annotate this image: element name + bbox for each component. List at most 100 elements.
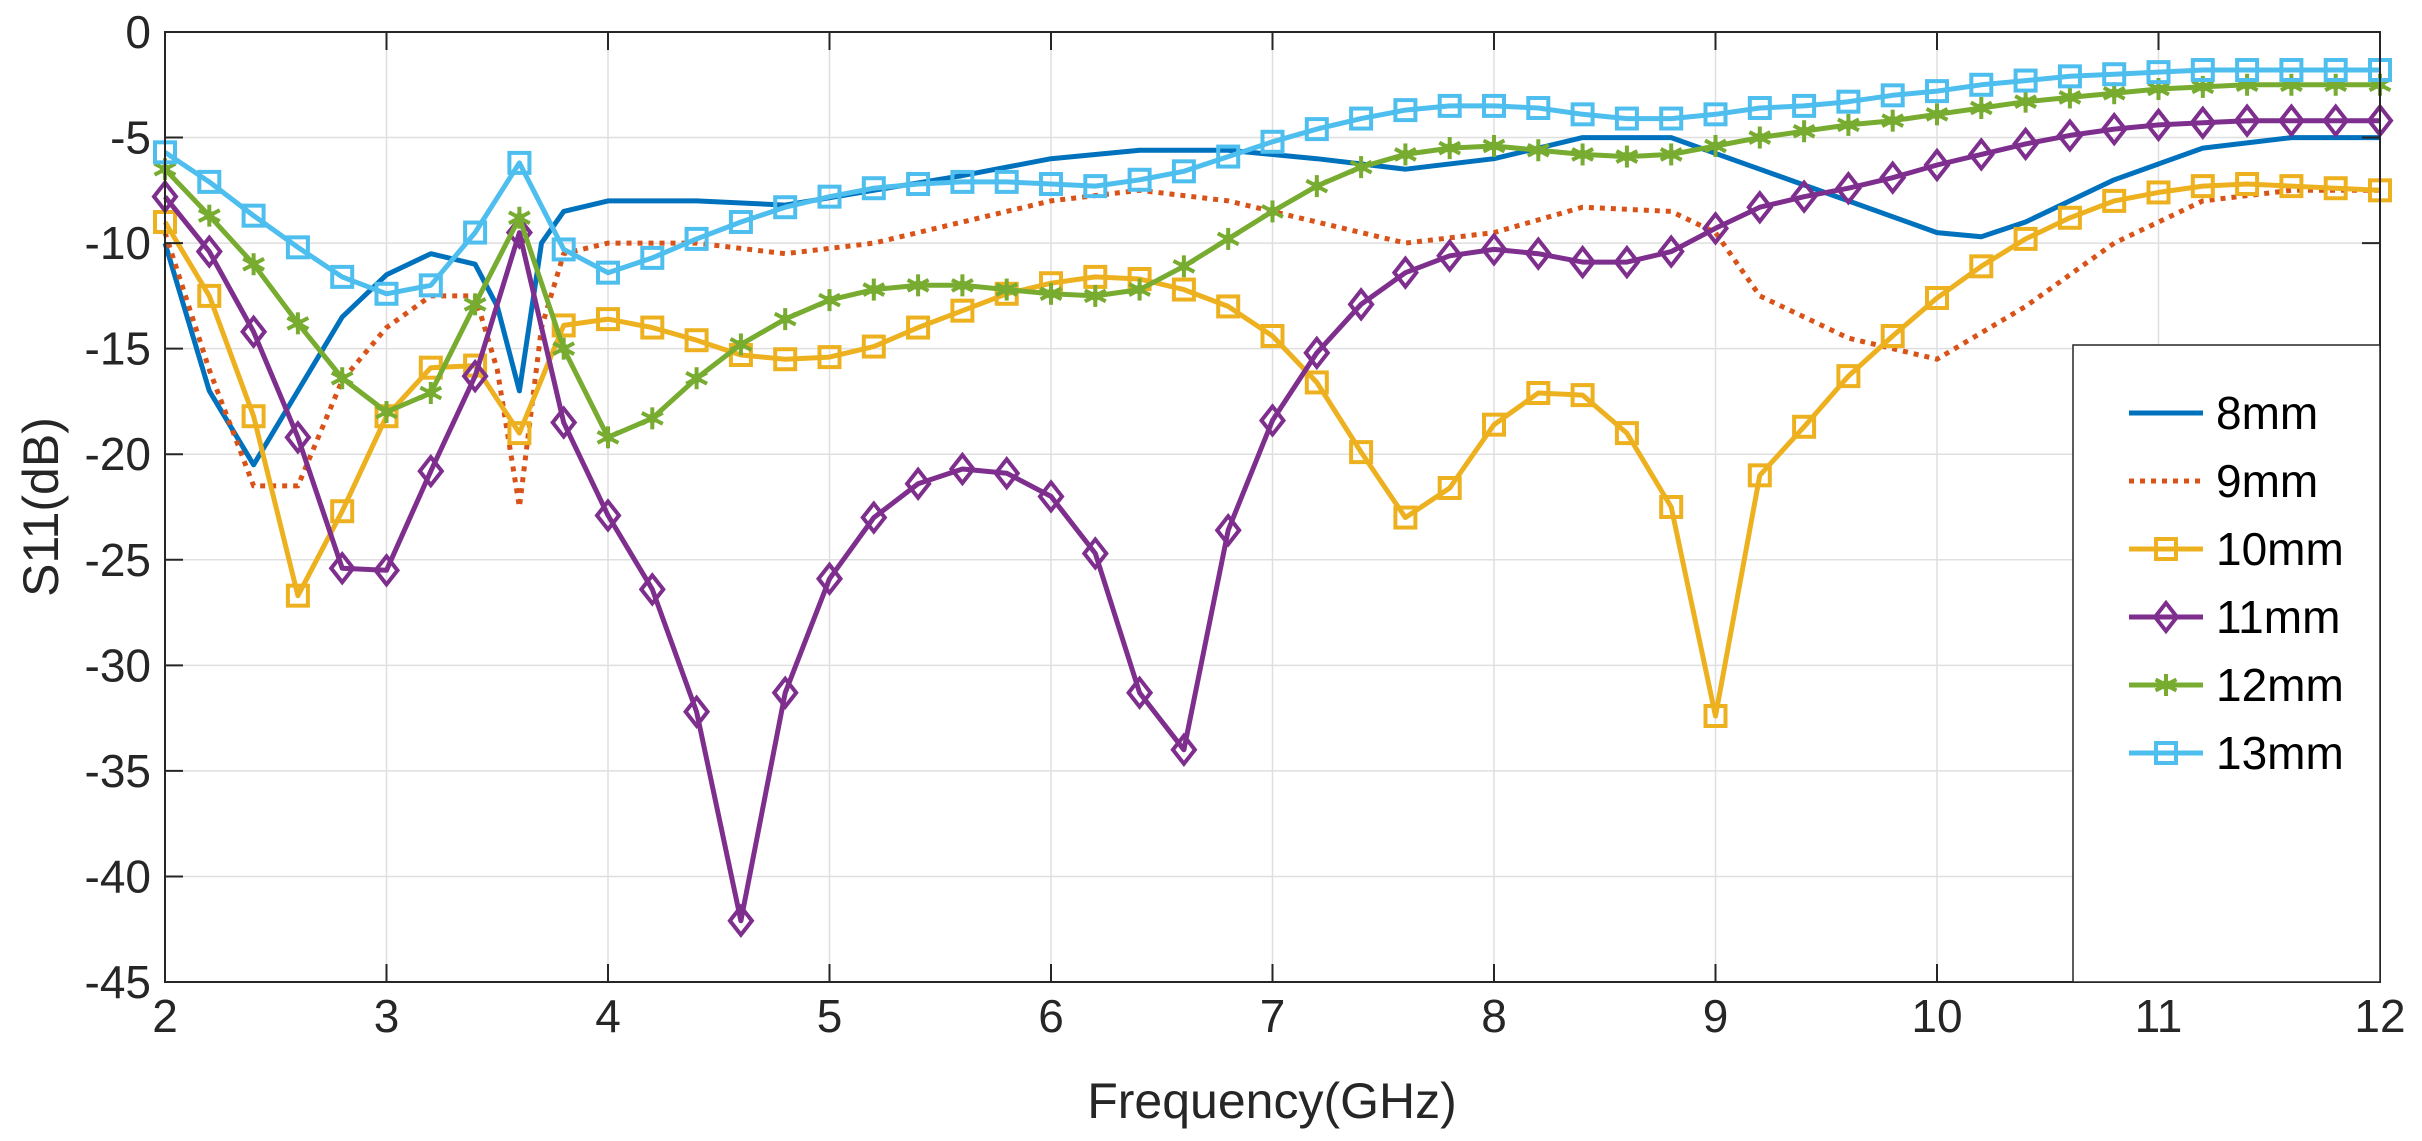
data-point-11mm [1524,236,1552,271]
series-line-10mm [162,181,2381,719]
data-point-12mm [1394,143,1417,166]
legend-swatch-marker [2154,537,2178,561]
data-point-10mm [1659,495,1684,519]
legend-label: 8mm [2216,387,2318,439]
y-tick-label: -5 [110,112,151,164]
data-point-10mm [2190,174,2215,199]
data-point-11mm [1391,255,1419,290]
data-point-11mm [2233,103,2261,138]
legend-label: 12mm [2216,659,2344,711]
x-tick-label: 2 [152,990,178,1042]
data-point-13mm [1570,102,1595,127]
legend-item-8mm: 8mm [2129,387,2318,439]
data-point-12mm [1748,126,1772,149]
data-point-10mm [1171,277,1196,302]
data-point-10mm [197,283,222,308]
data-point-12mm [1969,97,1993,119]
data-point-13mm [950,169,975,194]
data-point-13mm [684,226,709,251]
legend-swatch-marker [2154,741,2178,765]
data-point-12mm [995,278,1019,301]
data-point-11mm [461,358,489,394]
data-point-13mm [773,195,798,220]
marker-core [1134,284,1145,295]
data-point-12mm [862,278,886,301]
data-point-13mm [1969,72,1994,97]
marker-core [824,295,835,306]
data-point-11mm [284,420,312,455]
data-point-11mm [1967,137,1995,172]
data-point-12mm [1305,175,1329,198]
data-point-12mm [419,382,443,404]
y-tick-label: -40 [85,850,151,902]
data-point-13mm [2323,58,2348,82]
x-tick-label: 10 [1911,990,1962,1042]
y-tick-label: -20 [85,428,151,480]
data-point-13mm [197,169,222,194]
data-point-11mm [594,498,622,533]
data-point-12mm [330,367,354,390]
data-point-11mm [1701,211,1730,246]
data-point-10mm [2279,174,2304,199]
marker-core [1001,284,1012,295]
data-point-12mm [1925,103,1949,126]
data-point-13mm [418,273,443,298]
x-tick-label: 9 [1703,990,1729,1042]
data-point-11mm [1126,675,1154,711]
y-tick-label: 0 [125,6,151,58]
marker-core [381,407,392,417]
marker-core [337,373,348,384]
data-point-12mm [1039,282,1063,305]
series-12mm [153,73,2392,449]
data-point-13mm [1437,93,1462,118]
data-point-10mm [2013,226,2038,251]
data-point-11mm [638,572,666,607]
data-point-13mm [1792,93,1817,118]
marker-core [1577,149,1588,160]
data-point-10mm [507,421,532,446]
data-point-13mm [2102,62,2127,87]
data-point-11mm [993,455,1021,491]
data-point-12mm [1571,143,1594,166]
data-point-13mm [1925,79,1949,104]
data-point-10mm [1703,704,1728,728]
marker-core [1356,162,1367,173]
legend-item-12mm: 12mm [2129,659,2344,711]
data-point-12mm [1349,156,1373,179]
data-point-12mm [1659,143,1683,166]
data-point-13mm [906,172,931,196]
data-point-12mm [685,367,708,390]
y-axis-label: S11(dB) [13,417,69,597]
data-point-13mm [1171,159,1196,184]
data-point-11mm [904,466,932,502]
marker-core [425,388,436,398]
data-point-11mm [771,675,799,711]
data-point-10mm [285,583,310,608]
marker-core [1223,233,1234,244]
data-point-12mm [1083,284,1107,307]
x-tick-label: 7 [1260,990,1286,1042]
data-point-11mm [2144,107,2173,143]
x-tick-label: 12 [2354,990,2405,1042]
data-point-11mm [948,451,976,487]
x-tick-label: 4 [595,990,621,1042]
data-point-11mm [1081,536,1109,571]
data-point-12mm [906,274,930,297]
data-point-10mm [2057,205,2082,230]
data-point-11mm [860,500,888,535]
data-point-13mm [1526,96,1551,120]
marker-core [1932,109,1942,120]
marker-core [2197,81,2208,92]
data-point-13mm [817,184,842,209]
data-point-10mm [1880,324,1905,348]
marker-core [2286,79,2297,90]
series-line-11mm [163,118,2380,924]
legend: 8mm 9mm 10mm 11mm 12mm 13mm [2072,344,2381,983]
data-point-13mm [994,169,1019,194]
data-point-10mm [1304,370,1329,395]
data-point-11mm [1258,403,1287,438]
marker-core [1489,141,1499,151]
data-point-12mm [1438,137,1462,160]
data-point-13mm [1703,102,1728,127]
data-point-12mm [242,253,265,276]
